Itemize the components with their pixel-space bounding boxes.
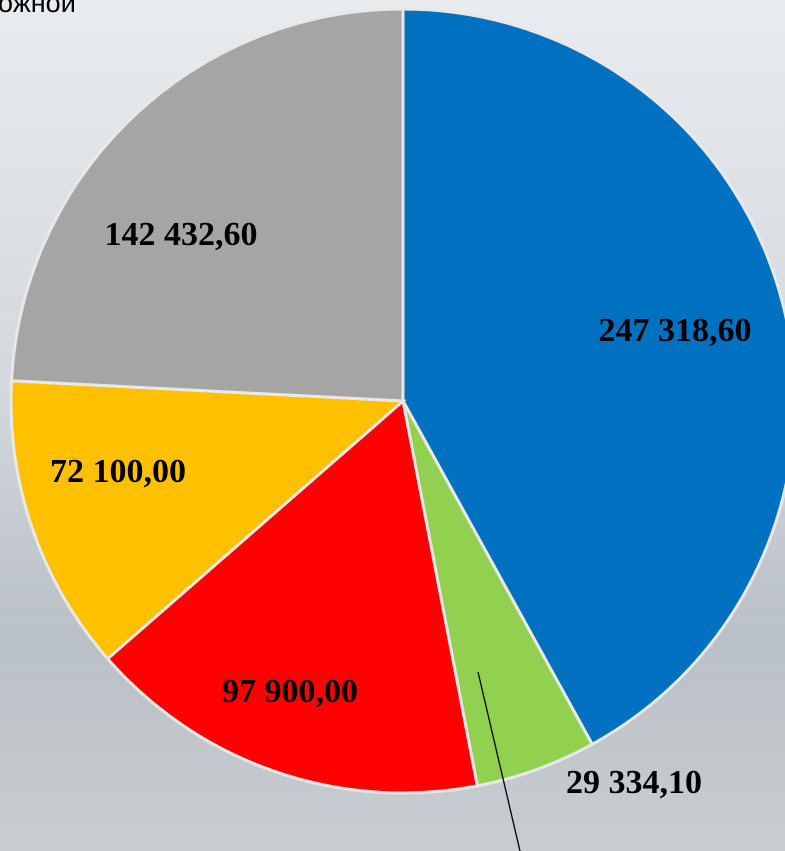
data-label: 29 334,10 [566, 764, 702, 801]
data-label: 247 318,60 [599, 312, 752, 349]
data-label: 142 432,60 [105, 216, 258, 253]
pie [11, 9, 785, 793]
data-label: 97 900,00 [222, 673, 358, 710]
chart: ожной 247 318,60 29 334,10 97 900,00 72 100… [0, 0, 785, 851]
data-label: 72 100,00 [50, 453, 186, 490]
chart-title: ожной [0, 0, 76, 18]
